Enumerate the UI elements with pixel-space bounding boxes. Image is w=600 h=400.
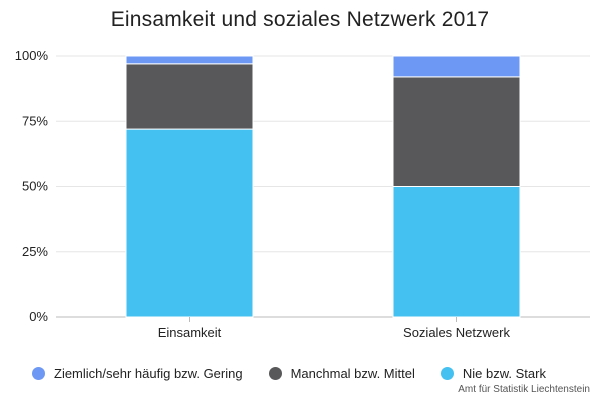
legend-label-nie: Nie bzw. Stark (462, 365, 546, 381)
x-tick-label: Soziales Netzwerk (403, 325, 510, 340)
legend-dot-manchmal (268, 366, 282, 380)
legend-dot-nie (440, 366, 454, 380)
y-tick-label: 50% (22, 179, 48, 194)
y-tick-label: 25% (22, 244, 48, 259)
legend-item-ziemlich[interactable]: Ziemlich/sehr häufig bzw. Gering (32, 366, 243, 381)
legend-label-manchmal: Manchmal bzw. Mittel (290, 365, 415, 381)
legend-label-ziemlich: Ziemlich/sehr häufig bzw. Gering (54, 365, 243, 381)
bar-segment (125, 55, 254, 65)
legend-item-nie[interactable]: Nie bzw. Stark (440, 365, 546, 381)
y-tick-label: 0% (29, 309, 48, 324)
source-credit: Amt für Statistik Liechtenstein (458, 384, 590, 395)
stacked-bar-chart: 0% 25% 50% 75% 100% Einsamkeit Soziales Netzwe… (15, 48, 590, 340)
bar-segment (125, 63, 254, 130)
legend: Ziemlich/sehr häufig bzw. Gering Manchma… (32, 363, 572, 383)
legend-item-manchmal[interactable]: Manchmal bzw. Mittel (268, 365, 415, 381)
chart-title: Einsamkeit und soziales Netzwerk 2017 (110, 8, 490, 31)
bar-segment (392, 76, 521, 187)
y-tick-label: 75% (22, 113, 48, 128)
bar-segment (392, 55, 521, 78)
bar-segment (392, 186, 521, 318)
bar-segment (125, 128, 254, 318)
x-tick-label: Einsamkeit (158, 325, 222, 340)
legend-dot-ziemlich (32, 366, 45, 380)
y-tick-label: 100% (15, 48, 49, 63)
